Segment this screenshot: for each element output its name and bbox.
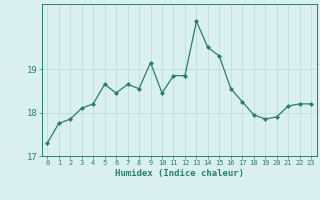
X-axis label: Humidex (Indice chaleur): Humidex (Indice chaleur) [115,169,244,178]
